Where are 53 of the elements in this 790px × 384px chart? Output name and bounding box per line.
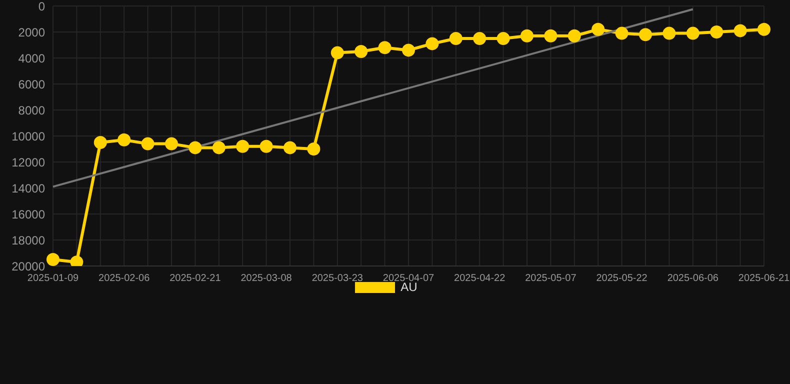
x-tick-label: 2025-05-22: [596, 273, 648, 284]
point: [520, 29, 534, 42]
x-tick-label: 2025-02-06: [98, 273, 150, 284]
y-tick-label: 4000: [18, 51, 46, 66]
point: [758, 22, 770, 36]
x-tick-label: 2025-01-09: [27, 273, 80, 284]
x-tick-label: 2025-03-08: [240, 273, 292, 284]
x-tick-label: 2025-05-07: [525, 273, 577, 284]
y-tick-label: 20000: [12, 259, 46, 274]
point: [141, 137, 154, 150]
point: [615, 26, 628, 40]
y-tick-label: 10000: [12, 129, 46, 144]
point: [734, 24, 747, 38]
point: [284, 141, 296, 154]
point: [188, 141, 202, 154]
y-tick-label: 18000: [12, 233, 46, 248]
point: [449, 32, 462, 45]
y-tick-label: 16000: [12, 207, 46, 222]
point: [710, 26, 724, 38]
y-tick-label: 12000: [12, 155, 46, 170]
y-tick-label: 8000: [18, 103, 46, 118]
point: [686, 26, 700, 40]
x-tick-label: 2025-04-22: [454, 273, 506, 284]
point: [354, 45, 368, 58]
point: [236, 140, 250, 153]
point: [402, 44, 415, 57]
y-tick-label: 0: [38, 0, 46, 14]
x-tick-label: 2025-02-21: [170, 273, 222, 284]
point: [118, 133, 131, 146]
point: [639, 28, 652, 42]
point: [94, 136, 107, 149]
point: [544, 29, 558, 42]
y-tick-label: 14000: [12, 181, 46, 196]
point: [473, 32, 486, 45]
point: [592, 22, 605, 36]
point: [568, 29, 581, 42]
point: [70, 256, 84, 266]
legend-label: AU: [400, 280, 418, 294]
point: [496, 32, 510, 45]
x-tick-label: 2025-06-06: [667, 273, 719, 284]
point: [662, 26, 676, 40]
x-tick-label: 2025-03-23: [312, 273, 364, 284]
point: [212, 141, 226, 154]
point: [46, 253, 60, 266]
point: [426, 37, 439, 50]
x-tick-label: 2025-06-21: [738, 273, 790, 284]
y-tick-label: 6000: [18, 77, 46, 92]
y-tick-label: 2000: [18, 25, 46, 40]
point: [260, 140, 273, 153]
point: [378, 41, 392, 54]
point: [330, 46, 344, 60]
point: [307, 142, 320, 156]
point: [165, 137, 178, 150]
